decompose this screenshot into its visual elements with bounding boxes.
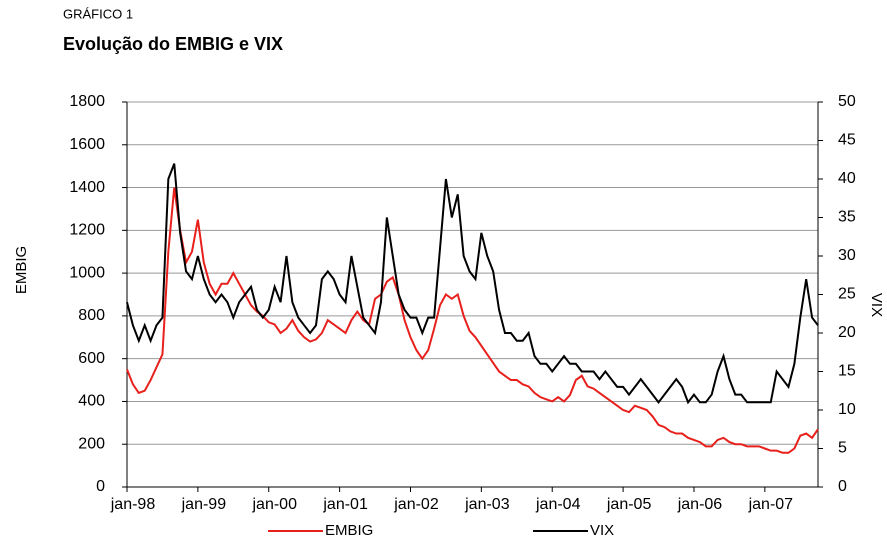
y-tick-label: 1800 <box>69 93 105 110</box>
y-tick-label: 800 <box>78 307 105 324</box>
x-tick-label: jan-05 <box>606 496 652 513</box>
chart-title: Evolução do EMBIG e VIX <box>63 34 283 54</box>
y2-tick-label: 30 <box>838 247 856 264</box>
x-tick-label: jan-99 <box>181 496 227 513</box>
y2-tick-label: 10 <box>838 401 856 418</box>
y2-tick-label: 45 <box>838 132 856 149</box>
x-tick-label: jan-04 <box>535 496 581 513</box>
line-series <box>126 187 819 454</box>
x-tick-label: jan-06 <box>677 496 723 513</box>
y-tick-label: 1200 <box>69 222 105 239</box>
y-tick-label: 400 <box>78 393 105 410</box>
y2-tick-label: 35 <box>838 209 856 226</box>
legend-label: EMBIG <box>325 522 373 539</box>
y-tick-label: 600 <box>78 350 105 367</box>
y2-tick-label: 20 <box>838 324 856 341</box>
y-tick-label: 1600 <box>69 136 105 153</box>
y-tick-label: 200 <box>78 435 105 452</box>
y-axis-label: EMBIG <box>13 246 30 294</box>
y2-tick-label: 50 <box>838 93 856 110</box>
y-tick-label: 1000 <box>69 264 105 281</box>
y2-tick-label: 25 <box>838 286 856 303</box>
y2-tick-label: 40 <box>838 170 856 187</box>
x-tick-label: jan-07 <box>748 496 794 513</box>
x-tick-label: jan-02 <box>393 496 439 513</box>
y-tick-label: 0 <box>96 478 105 495</box>
legend-label: VIX <box>590 522 614 539</box>
x-tick-label: jan-03 <box>464 496 510 513</box>
y2-tick-label: 15 <box>838 363 856 380</box>
x-tick-label: jan-01 <box>322 496 368 513</box>
y2-axis-label: VIX <box>868 293 885 317</box>
line-series <box>126 163 819 405</box>
chart-supertitle: GRÁFICO 1 <box>63 6 133 21</box>
y2-tick-label: 5 <box>838 440 847 457</box>
x-tick-label: jan-00 <box>252 496 298 513</box>
x-tick-label: jan-98 <box>110 496 156 513</box>
y2-tick-label: 0 <box>838 478 847 495</box>
y-tick-label: 1400 <box>69 179 105 196</box>
